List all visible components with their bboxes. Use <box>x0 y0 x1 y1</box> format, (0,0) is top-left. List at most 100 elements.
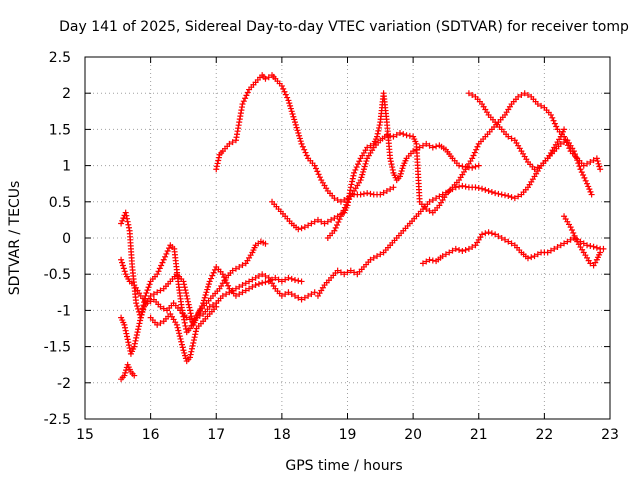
data-point <box>538 102 545 109</box>
y-tick-label: -1.5 <box>44 340 71 356</box>
data-point <box>136 320 143 327</box>
y-tick-labels: 2.5 2 1.5 1 0.5 0 -0.5 -1 -1.5 -2 -2.5 <box>44 50 71 428</box>
data-point <box>488 189 495 196</box>
data-point <box>557 242 564 249</box>
series-sat-l <box>561 213 604 269</box>
data-point <box>462 246 469 253</box>
data-point <box>203 289 210 296</box>
data-point <box>154 289 161 296</box>
data-point <box>359 171 366 178</box>
data-point <box>518 92 525 99</box>
data-point <box>508 194 515 201</box>
data-point <box>429 196 436 203</box>
data-point <box>262 273 269 280</box>
data-point <box>352 166 359 173</box>
data-point <box>215 157 222 164</box>
data-point <box>390 133 397 140</box>
data-point <box>360 166 367 173</box>
data-point <box>347 184 354 191</box>
data-point <box>242 280 249 287</box>
data-point <box>397 170 404 177</box>
data-point <box>188 348 195 355</box>
data-point <box>242 287 249 294</box>
data-point <box>296 132 303 139</box>
data-point <box>213 303 220 310</box>
data-point <box>578 169 585 176</box>
data-point <box>262 75 269 82</box>
data-point <box>362 160 369 167</box>
data-point <box>287 102 294 109</box>
x-tick-label: 23 <box>601 427 619 443</box>
data-point <box>124 336 131 343</box>
data-point <box>196 308 203 315</box>
data-point <box>240 98 247 105</box>
data-point <box>297 138 304 145</box>
y-tick-label: 1 <box>62 159 71 175</box>
data-point <box>534 164 541 171</box>
data-point <box>439 253 446 260</box>
data-point <box>469 244 476 251</box>
data-point <box>584 242 591 249</box>
data-point <box>375 127 382 134</box>
data-point <box>133 334 140 341</box>
x-tick-label: 18 <box>273 427 291 443</box>
data-point <box>337 269 344 276</box>
data-point <box>140 306 147 313</box>
data-point <box>515 193 522 200</box>
data-point <box>282 291 289 298</box>
data-point <box>495 233 502 240</box>
data-point <box>308 220 315 227</box>
data-point <box>194 311 201 318</box>
data-point <box>201 294 208 301</box>
data-point <box>176 333 183 340</box>
series-sat-i <box>324 90 604 241</box>
data-point <box>446 249 453 256</box>
data-point <box>364 144 371 151</box>
data-point <box>553 123 560 130</box>
data-point <box>387 132 394 139</box>
data-point <box>121 321 128 328</box>
data-point <box>295 226 302 233</box>
data-point <box>121 372 128 379</box>
data-point <box>403 132 410 139</box>
y-tick-label: -0.5 <box>44 267 71 283</box>
data-point <box>242 95 249 102</box>
data-point <box>232 265 239 272</box>
data-point <box>221 274 228 281</box>
data-point <box>278 292 285 299</box>
data-point <box>122 324 129 331</box>
data-point <box>462 183 469 190</box>
data-point <box>154 321 161 328</box>
data-point <box>393 131 400 138</box>
data-point <box>531 166 538 173</box>
data-point <box>387 158 394 165</box>
data-point <box>132 337 139 344</box>
data-point <box>568 227 575 234</box>
data-point <box>398 168 405 175</box>
data-point <box>557 140 564 147</box>
data-point <box>183 290 190 297</box>
y-axis-title: SDTVAR / TECUs <box>7 181 23 296</box>
data-point <box>584 180 591 187</box>
data-point <box>334 221 340 228</box>
data-point <box>314 168 321 175</box>
data-point <box>565 142 571 149</box>
data-point <box>389 164 396 171</box>
data-point <box>380 189 387 196</box>
data-point <box>120 265 127 272</box>
data-point <box>341 204 348 211</box>
data-point <box>305 222 312 229</box>
data-point <box>180 347 187 354</box>
data-point <box>426 256 433 263</box>
data-point <box>177 335 184 342</box>
data-point <box>184 295 191 302</box>
data-point <box>299 143 306 150</box>
data-point <box>133 300 140 307</box>
data-point <box>229 267 236 274</box>
data-point <box>122 369 129 376</box>
data-point <box>125 224 132 231</box>
data-point <box>331 215 338 222</box>
data-point <box>423 258 430 265</box>
data-point <box>387 155 394 162</box>
data-point <box>341 271 348 278</box>
